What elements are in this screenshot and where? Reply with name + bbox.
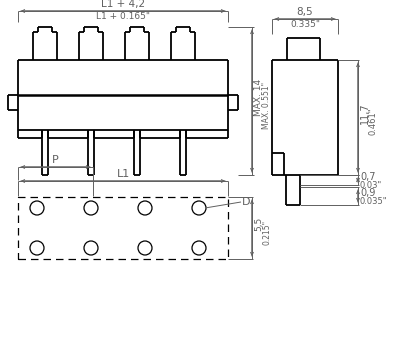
Text: 0.035": 0.035" [360,196,388,205]
Text: 0.215": 0.215" [262,219,271,244]
Text: MAX. 14: MAX. 14 [254,78,263,116]
Text: MAX. 0.551": MAX. 0.551" [262,81,271,129]
Text: 5,5: 5,5 [254,217,263,231]
Text: L1 + 0.165": L1 + 0.165" [96,12,150,21]
Text: 0.335": 0.335" [290,20,320,29]
Text: 0.461": 0.461" [368,108,377,135]
Bar [18,197,228,259]
Text: L1: L1 [116,169,130,179]
Text: 11,7: 11,7 [360,103,370,124]
Text: 8,5: 8,5 [297,7,313,17]
Text: 0.03": 0.03" [360,181,382,190]
Text: D: D [242,197,250,207]
Text: P: P [52,155,59,165]
Text: 0,7: 0,7 [360,172,376,182]
Text: L1 + 4,2: L1 + 4,2 [101,0,145,9]
Text: 0,9: 0,9 [360,188,375,198]
